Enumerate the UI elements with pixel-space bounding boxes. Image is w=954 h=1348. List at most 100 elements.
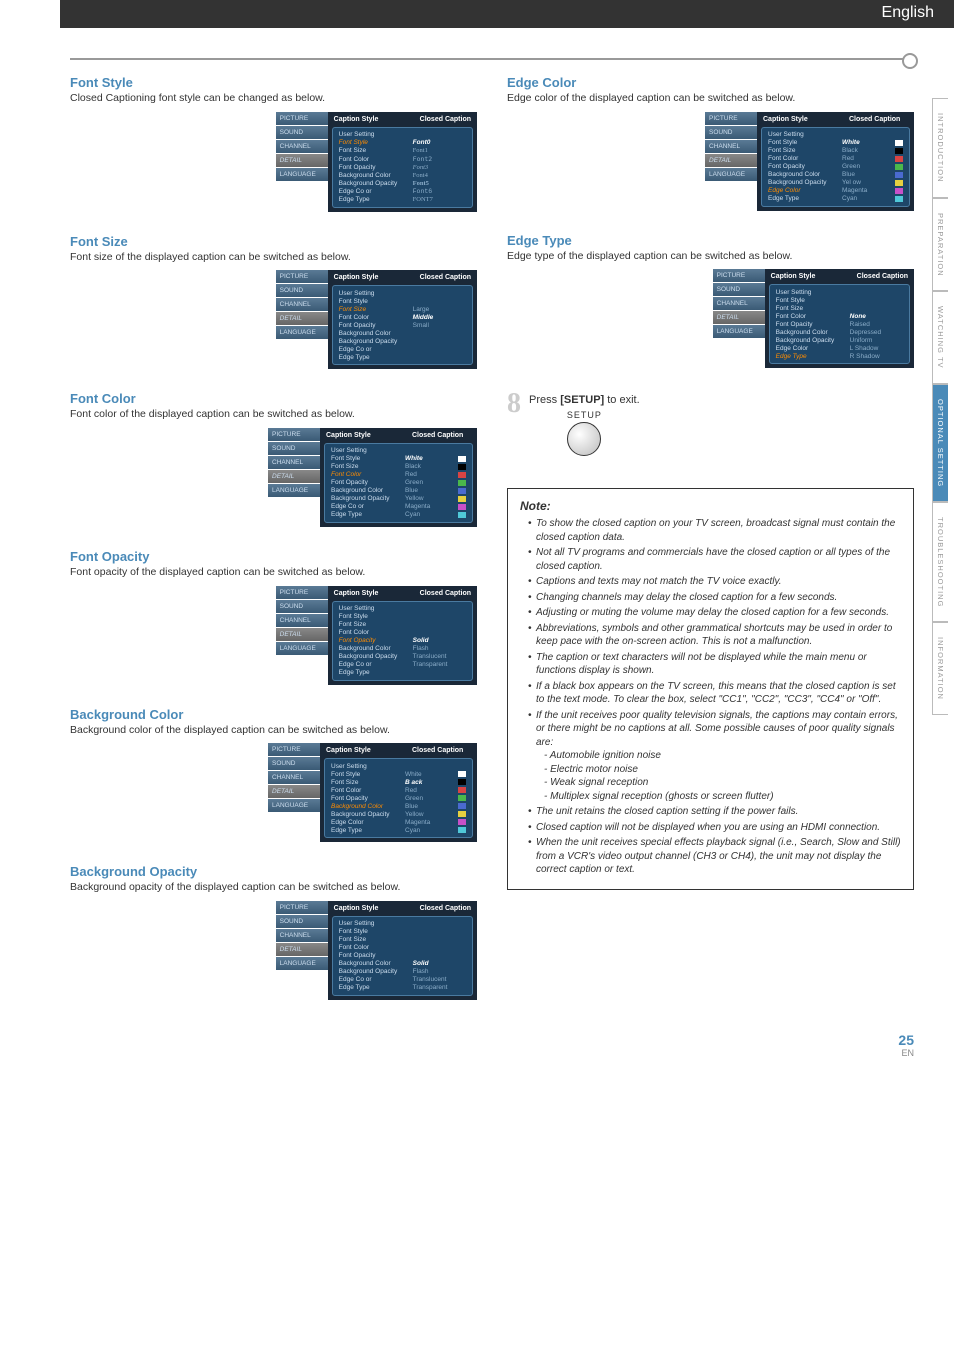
setting-row[interactable]: Edge Type xyxy=(339,669,466,677)
setting-row[interactable]: Edge ColorMagenta xyxy=(331,818,466,826)
setting-row[interactable]: Background OpacityFont5 xyxy=(339,180,466,188)
setting-row[interactable]: Edge Type xyxy=(339,353,466,361)
setting-row[interactable]: Background ColorSolid xyxy=(339,960,466,968)
menu-sidebar-item[interactable]: SOUND xyxy=(705,126,757,139)
menu-sidebar-item[interactable]: SOUND xyxy=(268,442,320,455)
side-tab[interactable]: INTRODUCTION xyxy=(932,98,948,198)
menu-sidebar-item[interactable]: LANGUAGE xyxy=(268,799,320,812)
setting-row[interactable]: Font StyleWhite xyxy=(331,455,466,463)
setting-row[interactable]: Font SizeFont1 xyxy=(339,147,466,155)
setting-row[interactable]: User Setting xyxy=(331,762,466,770)
setting-row[interactable]: Font SizeBlack xyxy=(768,147,903,155)
setting-row[interactable]: Background ColorBlue xyxy=(768,171,903,179)
side-tab[interactable]: PREPARATION xyxy=(932,198,948,292)
setting-row[interactable]: User Setting xyxy=(776,288,903,296)
menu-sidebar-item[interactable]: SOUND xyxy=(276,600,328,613)
setting-row[interactable]: Background ColorFont4 xyxy=(339,172,466,180)
setting-row[interactable]: Background OpacityYellow xyxy=(331,495,466,503)
setting-row[interactable]: Edge TypeR Shadow xyxy=(776,352,903,360)
setup-button-icon[interactable] xyxy=(567,422,601,456)
setting-row[interactable]: Edge Co orTranslucent xyxy=(339,976,466,984)
setting-row[interactable]: Font Style xyxy=(339,613,466,621)
setting-row[interactable]: Background ColorBlue xyxy=(331,487,466,495)
setting-row[interactable]: Font ColorRed xyxy=(331,786,466,794)
menu-sidebar-item[interactable]: SOUND xyxy=(713,283,765,296)
setting-row[interactable]: Font OpacityGreen xyxy=(331,794,466,802)
menu-sidebar-item[interactable]: CHANNEL xyxy=(276,614,328,627)
menu-sidebar-item[interactable]: DETAIL xyxy=(268,470,320,483)
setting-row[interactable]: Background Opacity xyxy=(339,337,466,345)
setting-row[interactable]: Font StyleFont0 xyxy=(339,139,466,147)
setting-row[interactable]: Edge TypeFONT7 xyxy=(339,196,466,204)
menu-sidebar-item[interactable]: PICTURE xyxy=(276,112,328,125)
setting-row[interactable]: Edge TypeTransparent xyxy=(339,984,466,992)
side-tab[interactable]: INFORMATION xyxy=(932,622,948,715)
setting-row[interactable]: Font Style xyxy=(339,297,466,305)
setting-row[interactable]: Font Color xyxy=(339,629,466,637)
menu-sidebar-item[interactable]: CHANNEL xyxy=(268,456,320,469)
menu-sidebar-item[interactable]: LANGUAGE xyxy=(276,326,328,339)
menu-sidebar-item[interactable]: PICTURE xyxy=(705,112,757,125)
setting-row[interactable]: Edge Co orTransparent xyxy=(339,661,466,669)
menu-sidebar-item[interactable]: CHANNEL xyxy=(268,771,320,784)
setting-row[interactable]: Background OpacityYel ow xyxy=(768,179,903,187)
menu-sidebar-item[interactable]: CHANNEL xyxy=(713,297,765,310)
menu-sidebar-item[interactable]: DETAIL xyxy=(713,311,765,324)
setting-row[interactable]: Edge Co orFont6 xyxy=(339,188,466,196)
setting-row[interactable]: Font ColorRed xyxy=(331,471,466,479)
menu-sidebar-item[interactable]: DETAIL xyxy=(276,312,328,325)
menu-sidebar-item[interactable]: SOUND xyxy=(268,757,320,770)
setting-row[interactable]: Background OpacityYellow xyxy=(331,810,466,818)
menu-sidebar-item[interactable]: PICTURE xyxy=(268,743,320,756)
menu-sidebar-item[interactable]: CHANNEL xyxy=(276,298,328,311)
setting-row[interactable]: Font SizeB ack xyxy=(331,778,466,786)
setting-row[interactable]: Background ColorFlash xyxy=(339,645,466,653)
menu-sidebar-item[interactable]: LANGUAGE xyxy=(713,325,765,338)
menu-sidebar-item[interactable]: LANGUAGE xyxy=(276,642,328,655)
menu-sidebar-item[interactable]: PICTURE xyxy=(276,586,328,599)
setting-row[interactable]: Font Style xyxy=(776,296,903,304)
setting-row[interactable]: Font ColorFont2 xyxy=(339,155,466,164)
menu-sidebar-item[interactable]: PICTURE xyxy=(268,428,320,441)
setting-row[interactable]: Background ColorBlue xyxy=(331,802,466,810)
setting-row[interactable]: Font OpacityGreen xyxy=(768,163,903,171)
setting-row[interactable]: Edge ColorMagenta xyxy=(768,187,903,195)
setting-row[interactable]: Background OpacityUniform xyxy=(776,336,903,344)
menu-sidebar-item[interactable]: PICTURE xyxy=(276,901,328,914)
menu-sidebar-item[interactable]: SOUND xyxy=(276,915,328,928)
menu-sidebar-item[interactable]: PICTURE xyxy=(713,269,765,282)
setting-row[interactable]: Font OpacitySolid xyxy=(339,637,466,645)
menu-sidebar-item[interactable]: LANGUAGE xyxy=(268,484,320,497)
setting-row[interactable]: User Setting xyxy=(339,131,466,139)
setting-row[interactable]: Font OpacityRaised xyxy=(776,320,903,328)
side-tab[interactable]: OPTIONAL SETTING xyxy=(932,384,948,502)
setting-row[interactable]: Font ColorMiddle xyxy=(339,313,466,321)
setting-row[interactable]: User Setting xyxy=(339,920,466,928)
side-tab[interactable]: WATCHING TV xyxy=(932,291,948,384)
menu-sidebar-item[interactable]: CHANNEL xyxy=(276,929,328,942)
setting-row[interactable]: Font SizeLarge xyxy=(339,305,466,313)
setting-row[interactable]: Font SizeBlack xyxy=(331,463,466,471)
setting-row[interactable]: Edge Co or xyxy=(339,345,466,353)
menu-sidebar-item[interactable]: DETAIL xyxy=(276,943,328,956)
setting-row[interactable]: Font Size xyxy=(339,936,466,944)
setting-row[interactable]: Edge Co orMagenta xyxy=(331,503,466,511)
menu-sidebar-item[interactable]: CHANNEL xyxy=(705,140,757,153)
setting-row[interactable]: Font ColorRed xyxy=(768,155,903,163)
setting-row[interactable]: Edge TypeCyan xyxy=(331,826,466,834)
setting-row[interactable]: User Setting xyxy=(331,447,466,455)
menu-sidebar-item[interactable]: LANGUAGE xyxy=(705,168,757,181)
setting-row[interactable]: User Setting xyxy=(339,289,466,297)
setting-row[interactable]: Edge TypeCyan xyxy=(768,195,903,203)
setting-row[interactable]: Font Size xyxy=(776,304,903,312)
setting-row[interactable]: Font StyleWhite xyxy=(331,770,466,778)
setting-row[interactable]: Font Size xyxy=(339,621,466,629)
menu-sidebar-item[interactable]: CHANNEL xyxy=(276,140,328,153)
setting-row[interactable]: Font OpacityFont3 xyxy=(339,164,466,172)
setting-row[interactable]: Font OpacitySmall xyxy=(339,321,466,329)
setting-row[interactable]: Font OpacityGreen xyxy=(331,479,466,487)
menu-sidebar-item[interactable]: DETAIL xyxy=(276,154,328,167)
menu-sidebar-item[interactable]: SOUND xyxy=(276,284,328,297)
setting-row[interactable]: Font StyleWhite xyxy=(768,139,903,147)
setting-row[interactable]: Font Opacity xyxy=(339,952,466,960)
